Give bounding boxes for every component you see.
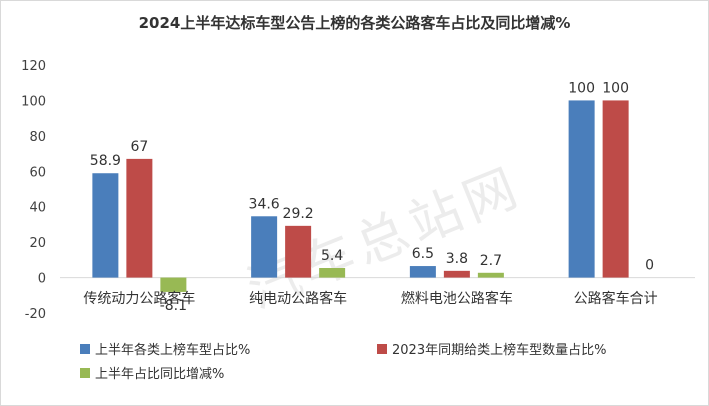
chart-title: 2024上半年达标车型公告上榜的各类公路客车占比及同比增减% [138, 14, 571, 32]
data-label-s1-c0: 67 [130, 139, 148, 155]
data-label-s0-c3: 100 [568, 80, 595, 96]
legend-label-1: 2023年同期给类上榜车型数量占比% [392, 342, 606, 358]
y-tick-label-4: 60 [29, 165, 46, 180]
x-tick-label-0: 传统动力公路客车 [83, 290, 195, 307]
y-tick-label-1: 0 [38, 272, 46, 287]
bar-s0-c0 [92, 173, 119, 278]
bar-s2-c1 [319, 268, 346, 278]
bar-s0-c2 [409, 266, 436, 278]
data-label-s2-c1: 5.4 [321, 248, 343, 264]
legend-swatch-2 [80, 368, 90, 378]
data-label-s2-c3: 0 [645, 258, 654, 274]
bar-s2-c0 [160, 277, 187, 292]
y-tick-label-6: 100 [21, 94, 46, 109]
data-label-s2-c2: 2.7 [480, 253, 502, 269]
data-label-s1-c1: 29.2 [283, 206, 314, 222]
bar-s1-c2 [443, 270, 470, 278]
bar-s2-c2 [477, 272, 504, 278]
data-label-s0-c1: 34.6 [249, 196, 280, 212]
bar-s1-c3 [602, 100, 629, 278]
bar-s0-c3 [568, 100, 595, 278]
data-label-s2-c0: -8.1 [160, 298, 187, 314]
legend-label-0: 上半年各类上榜车型占比% [95, 342, 250, 358]
legend-swatch-0 [80, 344, 90, 354]
bar-s0-c1 [251, 216, 278, 278]
legend-swatch-1 [377, 344, 387, 354]
data-label-s1-c3: 100 [602, 80, 629, 96]
y-tick-label-0: -20 [25, 307, 46, 322]
x-tick-label-3: 公路客车合计 [574, 290, 658, 307]
bar-s1-c1 [285, 225, 312, 278]
data-label-s1-c2: 3.8 [446, 251, 468, 267]
y-tick-label-2: 20 [29, 236, 46, 251]
data-label-s0-c2: 6.5 [412, 246, 434, 262]
bar-s1-c0 [126, 158, 153, 278]
data-label-s0-c0: 58.9 [90, 153, 121, 169]
x-tick-label-2: 燃料电池公路客车 [401, 290, 513, 307]
y-tick-label-3: 40 [29, 201, 46, 216]
y-tick-label-7: 120 [21, 59, 46, 74]
x-tick-label-1: 纯电动公路客车 [249, 290, 347, 307]
y-tick-label-5: 80 [29, 130, 46, 145]
legend-label-2: 上半年占比同比增减% [95, 367, 224, 382]
